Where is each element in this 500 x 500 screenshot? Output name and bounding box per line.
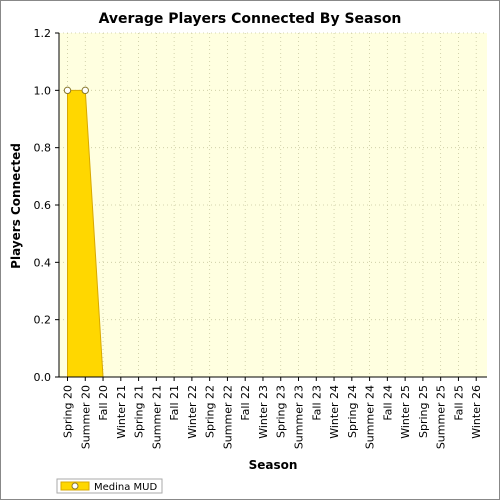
legend-label-medina-mud: Medina MUD bbox=[94, 482, 157, 493]
y-tick-label: 0.4 bbox=[34, 256, 52, 269]
x-tick-label: Winter 24 bbox=[328, 385, 341, 439]
y-tick-label: 0.8 bbox=[34, 142, 52, 155]
x-tick-label: Spring 21 bbox=[133, 385, 146, 438]
x-tick-label: Winter 21 bbox=[115, 385, 128, 439]
y-axis-title: Players Connected bbox=[9, 143, 23, 269]
x-tick-label: Fall 20 bbox=[97, 385, 110, 421]
legend: Medina MUD bbox=[56, 478, 163, 494]
y-tick-label: 1.2 bbox=[34, 27, 52, 40]
legend-marker bbox=[71, 482, 79, 490]
y-tick-label: 0.6 bbox=[34, 199, 52, 212]
x-tick-label: Winter 22 bbox=[186, 385, 199, 439]
x-tick-label: Fall 22 bbox=[239, 385, 252, 421]
y-tick-label: 0.2 bbox=[34, 314, 52, 327]
data-point-marker bbox=[63, 86, 72, 95]
x-tick-label: Spring 23 bbox=[275, 385, 288, 438]
x-tick-label: Spring 20 bbox=[62, 385, 75, 438]
x-tick-label: Fall 23 bbox=[310, 385, 323, 421]
x-tick-label: Spring 24 bbox=[346, 385, 359, 438]
x-tick-label: Fall 25 bbox=[452, 385, 465, 421]
x-tick-label: Winter 25 bbox=[399, 385, 412, 439]
x-tick-labels: Spring 20 Summer 20 Fall 20 Winter 21 Spring… bbox=[62, 385, 484, 449]
x-tick-label: Summer 25 bbox=[435, 385, 448, 449]
x-tick-label: Winter 23 bbox=[257, 385, 270, 439]
y-tick-label: 1.0 bbox=[34, 84, 52, 97]
x-tick-label: Spring 25 bbox=[417, 385, 430, 438]
x-axis-title: Season bbox=[249, 458, 298, 472]
y-tick-labels: 0.0 0.2 0.4 0.6 0.8 1.0 1.2 bbox=[34, 27, 52, 384]
x-tick-label: Fall 24 bbox=[381, 385, 394, 421]
y-tick-label: 0.0 bbox=[34, 371, 52, 384]
x-tick-label: Summer 24 bbox=[364, 385, 377, 449]
x-tick-label: Fall 21 bbox=[168, 385, 181, 421]
x-tick-label: Winter 26 bbox=[470, 385, 483, 439]
x-tick-label: Summer 22 bbox=[221, 385, 234, 449]
axes bbox=[55, 32, 487, 381]
chart-title: Average Players Connected By Season bbox=[99, 11, 402, 27]
x-tick-label: Summer 23 bbox=[293, 385, 306, 449]
x-tick-label: Summer 20 bbox=[79, 385, 92, 449]
data-point-marker bbox=[81, 86, 89, 95]
x-tick-label: Spring 22 bbox=[204, 385, 217, 438]
x-tick-label: Summer 21 bbox=[150, 385, 163, 449]
